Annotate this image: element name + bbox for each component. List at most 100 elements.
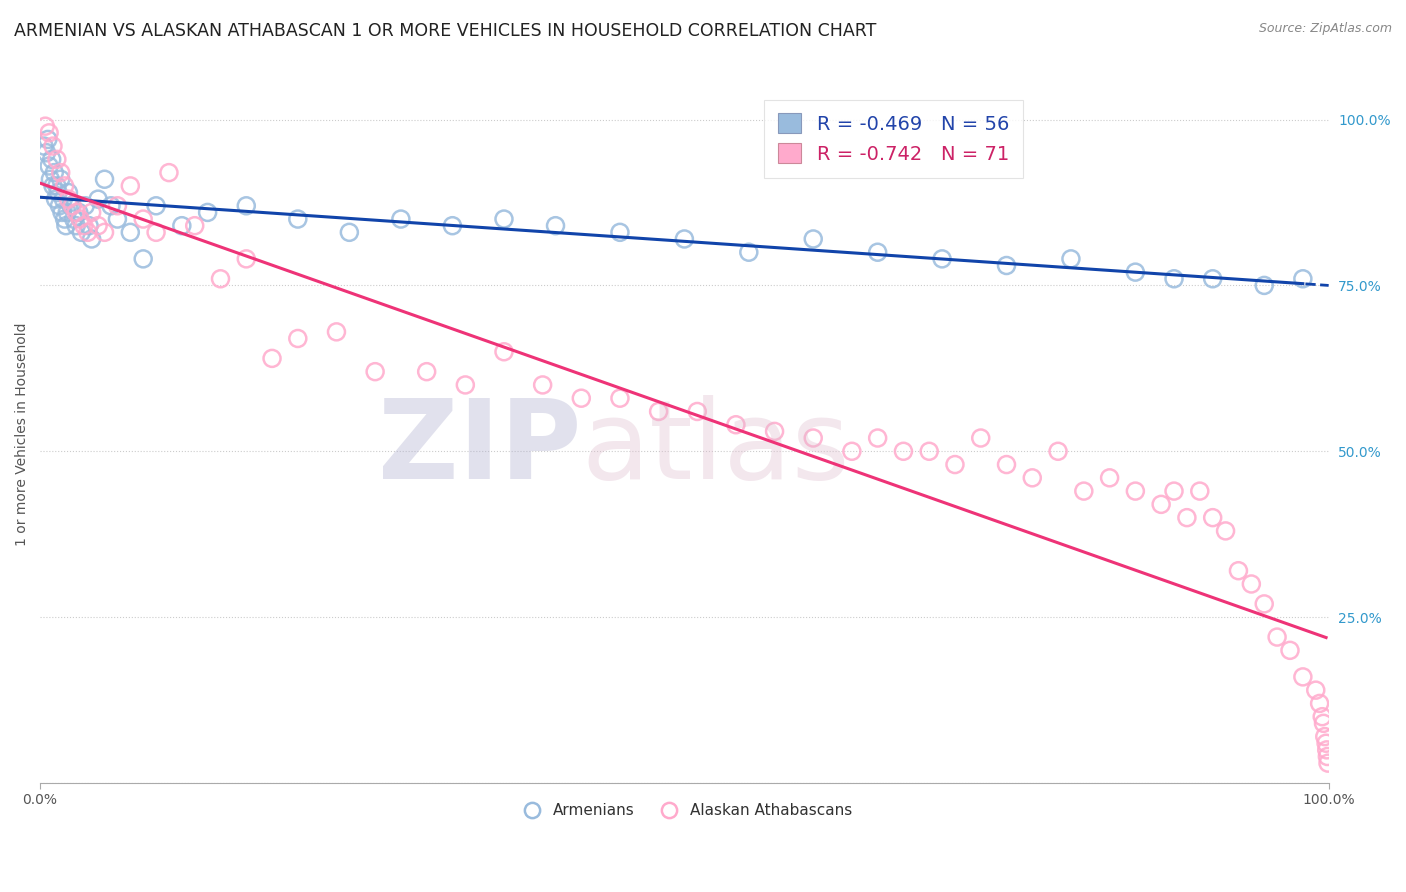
Point <box>87 192 110 206</box>
Point <box>893 444 915 458</box>
Point <box>1253 278 1275 293</box>
Point <box>52 192 75 206</box>
Point <box>41 153 63 167</box>
Point <box>45 178 67 193</box>
Point <box>60 199 83 213</box>
Point <box>49 172 72 186</box>
Point <box>107 212 129 227</box>
Point <box>287 212 309 227</box>
Point <box>157 166 180 180</box>
Point <box>1305 683 1327 698</box>
Point <box>415 365 437 379</box>
Point <box>93 172 115 186</box>
Point <box>1265 630 1288 644</box>
Point <box>58 192 80 206</box>
Point <box>38 126 60 140</box>
Point <box>609 225 631 239</box>
Point <box>120 225 142 239</box>
Point <box>80 205 103 219</box>
Point <box>46 186 69 200</box>
Point <box>48 199 70 213</box>
Point <box>1292 272 1315 286</box>
Point <box>1253 597 1275 611</box>
Point <box>1310 709 1333 723</box>
Point <box>492 344 515 359</box>
Point <box>931 252 953 266</box>
Point <box>37 132 59 146</box>
Point <box>132 212 155 227</box>
Point <box>77 219 100 233</box>
Point <box>56 205 79 219</box>
Point <box>75 199 97 213</box>
Point <box>93 225 115 239</box>
Point <box>1163 272 1185 286</box>
Point <box>1309 697 1331 711</box>
Text: ZIP: ZIP <box>378 395 581 502</box>
Point <box>60 199 83 213</box>
Point <box>145 225 167 239</box>
Point <box>73 219 96 233</box>
Point <box>80 232 103 246</box>
Point <box>235 252 257 266</box>
Point <box>100 199 122 213</box>
Legend: Armenians, Alaskan Athabascans: Armenians, Alaskan Athabascans <box>510 797 858 824</box>
Point <box>1060 252 1083 266</box>
Point <box>866 431 889 445</box>
Text: Source: ZipAtlas.com: Source: ZipAtlas.com <box>1258 22 1392 36</box>
Point <box>1098 471 1121 485</box>
Point <box>1150 497 1173 511</box>
Point <box>1317 756 1340 771</box>
Point <box>62 212 84 227</box>
Point <box>389 212 412 227</box>
Point <box>42 178 65 193</box>
Point <box>454 378 477 392</box>
Point <box>1125 265 1147 279</box>
Point <box>609 391 631 405</box>
Point <box>1315 736 1337 750</box>
Point <box>686 404 709 418</box>
Text: ARMENIAN VS ALASKAN ATHABASCAN 1 OR MORE VEHICLES IN HOUSEHOLD CORRELATION CHART: ARMENIAN VS ALASKAN ATHABASCAN 1 OR MORE… <box>14 22 876 40</box>
Point <box>145 199 167 213</box>
Point <box>673 232 696 246</box>
Point <box>1316 743 1339 757</box>
Point <box>866 245 889 260</box>
Point <box>1292 670 1315 684</box>
Point <box>724 417 747 432</box>
Point <box>34 119 56 133</box>
Point <box>32 139 55 153</box>
Point <box>943 458 966 472</box>
Point <box>738 245 761 260</box>
Point <box>364 365 387 379</box>
Point <box>38 159 60 173</box>
Point <box>1175 510 1198 524</box>
Point <box>1163 484 1185 499</box>
Point <box>918 444 941 458</box>
Point <box>1278 643 1301 657</box>
Point <box>1227 564 1250 578</box>
Point <box>87 219 110 233</box>
Text: atlas: atlas <box>581 395 849 502</box>
Point <box>325 325 347 339</box>
Point <box>184 219 207 233</box>
Point <box>55 219 77 233</box>
Point <box>53 178 76 193</box>
Point <box>647 404 669 418</box>
Point <box>841 444 863 458</box>
Point <box>65 219 87 233</box>
Point <box>45 192 67 206</box>
Point <box>65 205 87 219</box>
Point <box>1312 716 1334 731</box>
Point <box>1188 484 1211 499</box>
Point <box>120 178 142 193</box>
Point <box>1021 471 1043 485</box>
Point <box>1125 484 1147 499</box>
Point <box>235 199 257 213</box>
Point <box>970 431 993 445</box>
Point <box>1240 577 1263 591</box>
Point <box>1313 730 1336 744</box>
Point <box>39 172 62 186</box>
Point <box>69 212 91 227</box>
Point <box>260 351 283 366</box>
Point <box>70 225 93 239</box>
Point <box>569 391 592 405</box>
